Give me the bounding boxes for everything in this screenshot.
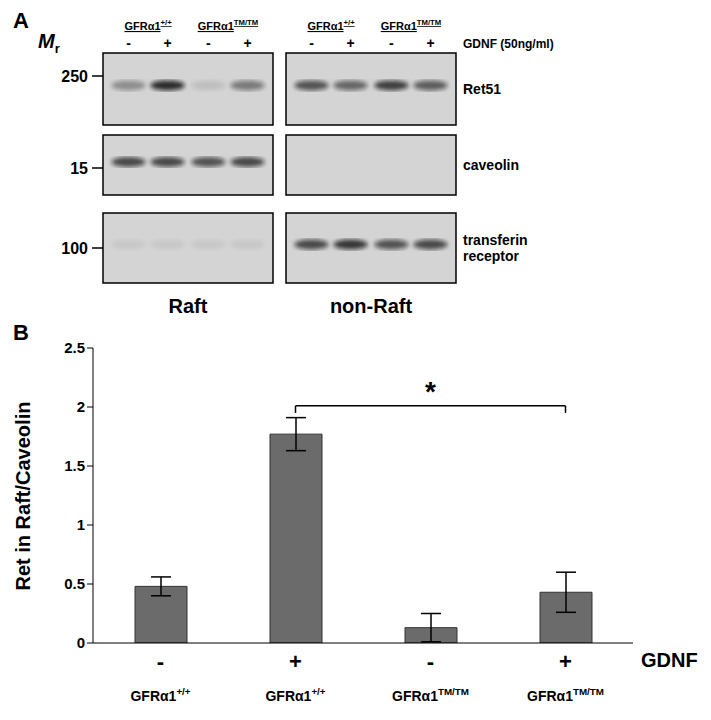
svg-text:GFRα1+/+: GFRα1+/+ [130,686,190,704]
svg-text:non-Raft: non-Raft [330,295,413,317]
svg-text:+: + [164,35,172,51]
svg-text:-: - [309,35,314,51]
svg-text:*: * [425,376,436,407]
svg-text:+: + [559,649,572,674]
svg-text:+: + [289,649,302,674]
svg-text:1: 1 [77,516,85,533]
svg-text:+: + [347,35,355,51]
svg-text:Raft: Raft [169,295,208,317]
svg-text:15: 15 [70,160,88,177]
svg-text:2.5: 2.5 [64,339,85,356]
svg-text:GFRα1+/+: GFRα1+/+ [307,18,355,32]
svg-text:A: A [13,8,29,33]
svg-text:+: + [243,35,251,51]
svg-text:250: 250 [61,68,88,85]
svg-text:GFRα1+/+: GFRα1+/+ [124,18,172,32]
svg-text:transferinreceptor: transferinreceptor [463,232,528,264]
html-text:B: B [13,320,29,345]
svg-text:-: - [157,649,164,674]
svg-text:+: + [426,35,434,51]
svg-text:-: - [427,649,434,674]
svg-text:GDNF: GDNF [641,649,698,671]
svg-text:1.5: 1.5 [64,457,85,474]
svg-text:-: - [126,35,131,51]
svg-text:100: 100 [61,240,88,257]
svg-text:caveolin: caveolin [463,157,519,173]
svg-text:0.5: 0.5 [64,575,85,592]
svg-text:Ret in Raft/Caveolin: Ret in Raft/Caveolin [12,402,34,591]
svg-text:GFRα1TM/TM: GFRα1TM/TM [392,686,469,704]
svg-text:-: - [206,35,211,51]
svg-text:2: 2 [77,398,85,415]
svg-text:-: - [389,35,394,51]
svg-text:GDNF (50ng/ml): GDNF (50ng/ml) [463,37,554,51]
svg-text:GFRα1+/+: GFRα1+/+ [265,686,325,704]
svg-text:GFRα1TM/TM: GFRα1TM/TM [381,18,441,32]
svg-text:GFRα1TM/TM: GFRα1TM/TM [198,18,258,32]
svg-text:GFRα1TM/TM: GFRα1TM/TM [527,686,604,704]
svg-text:Mr: Mr [38,30,60,56]
svg-text:0: 0 [77,634,85,651]
svg-text:Ret51: Ret51 [463,81,501,97]
